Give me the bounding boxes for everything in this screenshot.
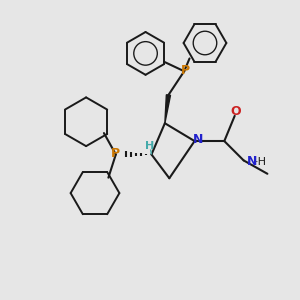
Text: H: H [146, 140, 154, 151]
Text: N: N [247, 155, 257, 168]
Text: N: N [193, 133, 204, 146]
Text: ·H: ·H [255, 157, 267, 166]
Text: O: O [230, 106, 241, 118]
Text: P: P [181, 64, 190, 77]
Text: P: P [111, 147, 120, 161]
Polygon shape [165, 95, 170, 123]
